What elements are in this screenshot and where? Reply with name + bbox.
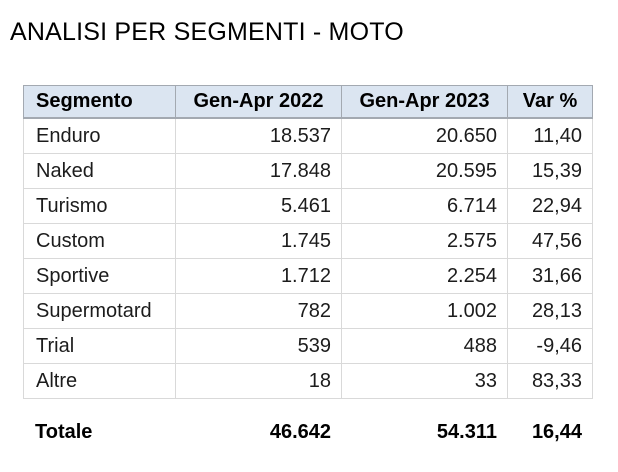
column-header-2023: Gen-Apr 2023: [341, 85, 508, 119]
var-percent-cell: 11,40: [507, 117, 593, 154]
segment-cell: Turismo: [23, 188, 176, 224]
value-2023-cell: 33: [341, 363, 508, 399]
column-header-2022: Gen-Apr 2022: [175, 85, 342, 119]
segment-cell: Custom: [23, 223, 176, 259]
value-2023-cell: 6.714: [341, 188, 508, 224]
value-2022-cell: 5.461: [175, 188, 342, 224]
table-row: Enduro 18.537 20.650 11,40: [23, 117, 593, 154]
value-2023-cell: 2.575: [341, 223, 508, 259]
segments-table: Segmento Gen-Apr 2022 Gen-Apr 2023 Var %…: [23, 85, 593, 399]
value-2023-cell: 20.650: [341, 117, 508, 154]
column-header-var: Var %: [507, 85, 593, 119]
value-2022-cell: 18: [175, 363, 342, 399]
value-2023-cell: 488: [341, 328, 508, 364]
var-percent-cell: 83,33: [507, 363, 593, 399]
total-var-percent-value: 16,44: [531, 421, 582, 443]
var-percent-cell: 31,66: [507, 258, 593, 294]
table-row: Supermotard 782 1.002 28,13: [23, 293, 593, 329]
segment-cell: Naked: [23, 153, 176, 189]
value-2023-cell: 20.595: [341, 153, 508, 189]
value-2022-cell: 1.745: [175, 223, 342, 259]
value-2022-cell: 539: [175, 328, 342, 364]
table-header-row: Segmento Gen-Apr 2022 Gen-Apr 2023 Var %: [23, 85, 593, 119]
value-2022-cell: 18.537: [175, 117, 342, 154]
var-percent-cell: 47,56: [507, 223, 593, 259]
table-row: Altre 18 33 83,33: [23, 363, 593, 399]
table-row: Custom 1.745 2.575 47,56: [23, 223, 593, 259]
report-title: ANALISI PER SEGMENTI - MOTO: [10, 18, 404, 46]
var-percent-cell: 28,13: [507, 293, 593, 329]
segment-cell: Trial: [23, 328, 176, 364]
value-2023-cell: 1.002: [341, 293, 508, 329]
segment-cell: Altre: [23, 363, 176, 399]
var-percent-cell: -9,46: [507, 328, 593, 364]
total-2023-value: 54.311: [436, 421, 497, 443]
total-label: Totale: [35, 421, 93, 443]
table-row: Naked 17.848 20.595 15,39: [23, 153, 593, 189]
value-2022-cell: 1.712: [175, 258, 342, 294]
var-percent-cell: 22,94: [507, 188, 593, 224]
table-row: Turismo 5.461 6.714 22,94: [23, 188, 593, 224]
segment-cell: Sportive: [23, 258, 176, 294]
column-header-segment: Segmento: [23, 85, 176, 119]
report-page: ANALISI PER SEGMENTI - MOTO Segmento Gen…: [0, 18, 618, 472]
segment-cell: Supermotard: [23, 293, 176, 329]
var-percent-cell: 15,39: [507, 153, 593, 189]
table-row: Sportive 1.712 2.254 31,66: [23, 258, 593, 294]
value-2022-cell: 17.848: [175, 153, 342, 189]
value-2022-cell: 782: [175, 293, 342, 329]
total-2022-value: 46.642: [269, 421, 331, 443]
total-row: Totale 46.642 54.311 16,44: [23, 421, 592, 444]
value-2023-cell: 2.254: [341, 258, 508, 294]
segment-cell: Enduro: [23, 117, 176, 154]
table-row: Trial 539 488 -9,46: [23, 328, 593, 364]
